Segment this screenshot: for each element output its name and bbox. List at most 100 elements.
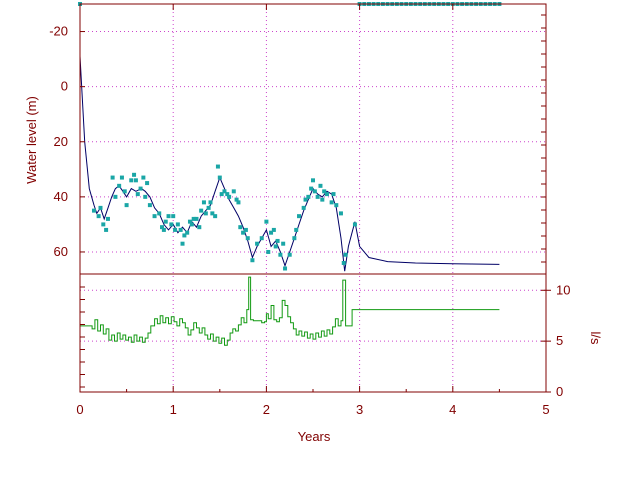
observed-water-level-point bbox=[238, 225, 243, 230]
observed-water-level-point bbox=[197, 225, 202, 230]
observed-water-level-point bbox=[343, 252, 348, 257]
observed-water-level-point bbox=[236, 200, 241, 205]
observed-water-level-point bbox=[175, 222, 180, 227]
observed-water-level-point bbox=[152, 214, 157, 219]
observed-water-level-point bbox=[231, 189, 236, 194]
pumping-rate-step-line bbox=[79, 276, 500, 392]
observed-water-level-point bbox=[199, 208, 204, 213]
observed-water-level-point bbox=[110, 175, 115, 180]
observed-water-level-point bbox=[135, 192, 140, 197]
observed-water-level-point bbox=[133, 178, 138, 183]
observed-water-level-point bbox=[243, 227, 248, 232]
observed-water-level-point bbox=[143, 194, 148, 199]
observed-water-level-point bbox=[234, 197, 239, 202]
observed-water-level-point bbox=[191, 216, 196, 221]
observed-water-level-point bbox=[206, 205, 211, 210]
x-axis-title: Years bbox=[298, 429, 331, 444]
y-tick-label: 20 bbox=[54, 134, 68, 149]
observed-water-level-point bbox=[217, 175, 222, 180]
observed-water-level-point bbox=[255, 241, 260, 246]
observed-water-level-point bbox=[160, 225, 165, 230]
observed-water-level-point bbox=[208, 200, 213, 205]
observed-water-level-point bbox=[213, 214, 218, 219]
observed-water-level-point bbox=[322, 189, 327, 194]
observed-water-level-point bbox=[173, 227, 178, 232]
observed-water-level-point bbox=[169, 222, 174, 227]
observed-water-level-point bbox=[306, 194, 311, 199]
observed-water-level-point bbox=[297, 214, 302, 219]
observed-water-level-point bbox=[222, 189, 227, 194]
observed-water-level-point bbox=[259, 236, 264, 241]
x-tick-label: 0 bbox=[76, 402, 83, 417]
observed-water-level-point bbox=[273, 244, 278, 249]
observed-water-level-point bbox=[96, 214, 101, 219]
observed-water-level-point bbox=[309, 186, 314, 191]
data-layer bbox=[78, 2, 502, 392]
observed-water-level-point bbox=[113, 194, 118, 199]
observed-water-level-point bbox=[145, 181, 150, 186]
observed-water-level-point bbox=[225, 192, 230, 197]
observed-water-level-point bbox=[278, 252, 283, 257]
observed-water-level-point bbox=[264, 219, 269, 224]
observed-water-level-point bbox=[320, 197, 325, 202]
observed-water-level-point bbox=[119, 175, 124, 180]
y-axis-title-water-level: Water level (m) bbox=[24, 96, 39, 184]
plot-frame bbox=[79, 3, 547, 393]
observed-water-level-point bbox=[241, 230, 246, 235]
observed-water-level-point bbox=[219, 192, 224, 197]
observed-water-level-point bbox=[215, 164, 220, 169]
x-tick-label: 1 bbox=[170, 402, 177, 417]
observed-water-level-point bbox=[117, 183, 122, 188]
x-tick-label: 2 bbox=[263, 402, 270, 417]
observed-water-level-point bbox=[129, 178, 134, 183]
observed-water-level-point bbox=[311, 178, 315, 183]
y-tick-label: 40 bbox=[54, 189, 68, 204]
observed-water-level-point bbox=[104, 227, 109, 232]
observed-water-level-point bbox=[161, 227, 166, 232]
x-tick-label: 5 bbox=[542, 402, 549, 417]
observed-water-level-point bbox=[157, 211, 162, 216]
observed-water-level-point bbox=[91, 208, 96, 213]
observed-water-level-point bbox=[210, 211, 215, 216]
observed-water-level-point bbox=[147, 203, 152, 208]
observed-water-level-point bbox=[180, 241, 185, 246]
y-tick-label: 5 bbox=[556, 333, 563, 348]
y-axis-title-pumping-rate: l/s bbox=[588, 332, 603, 346]
observed-water-level-point bbox=[182, 233, 187, 238]
y-tick-label: 0 bbox=[61, 79, 68, 94]
observed-water-level-point bbox=[189, 222, 194, 227]
observed-water-level-point bbox=[171, 214, 176, 219]
observed-water-level-point bbox=[98, 205, 103, 210]
observed-water-level-point bbox=[187, 219, 192, 224]
frame-layer bbox=[79, 3, 551, 393]
observed-water-level-point bbox=[166, 214, 171, 219]
observed-water-level-point bbox=[227, 194, 232, 199]
observed-water-level-point bbox=[352, 222, 357, 227]
observed-water-level-point bbox=[303, 197, 308, 202]
observed-water-level-point bbox=[194, 216, 199, 221]
y-tick-label: -20 bbox=[49, 24, 68, 39]
observed-water-level-point bbox=[301, 205, 306, 210]
observed-water-level-point bbox=[138, 186, 143, 191]
observed-water-level-point bbox=[271, 227, 276, 232]
observed-water-level-point bbox=[287, 252, 292, 257]
observed-water-level-point bbox=[141, 175, 146, 180]
observed-water-level-point bbox=[101, 222, 106, 227]
observed-water-level-point bbox=[185, 230, 190, 235]
observed-water-level-point bbox=[329, 200, 334, 205]
observed-water-level-point bbox=[124, 203, 129, 208]
observed-water-level-point bbox=[281, 241, 286, 246]
observed-water-level-point bbox=[250, 258, 255, 263]
observed-water-level-point bbox=[338, 211, 343, 216]
x-tick-label: 4 bbox=[449, 402, 456, 417]
observed-water-level-point bbox=[132, 172, 137, 177]
observed-water-level-point bbox=[331, 192, 336, 197]
observed-water-level-point bbox=[105, 216, 110, 221]
x-tick-label: 3 bbox=[356, 402, 363, 417]
observed-water-level-point bbox=[275, 238, 280, 243]
y-tick-label: 60 bbox=[54, 244, 68, 259]
observed-water-level-point bbox=[318, 183, 323, 188]
